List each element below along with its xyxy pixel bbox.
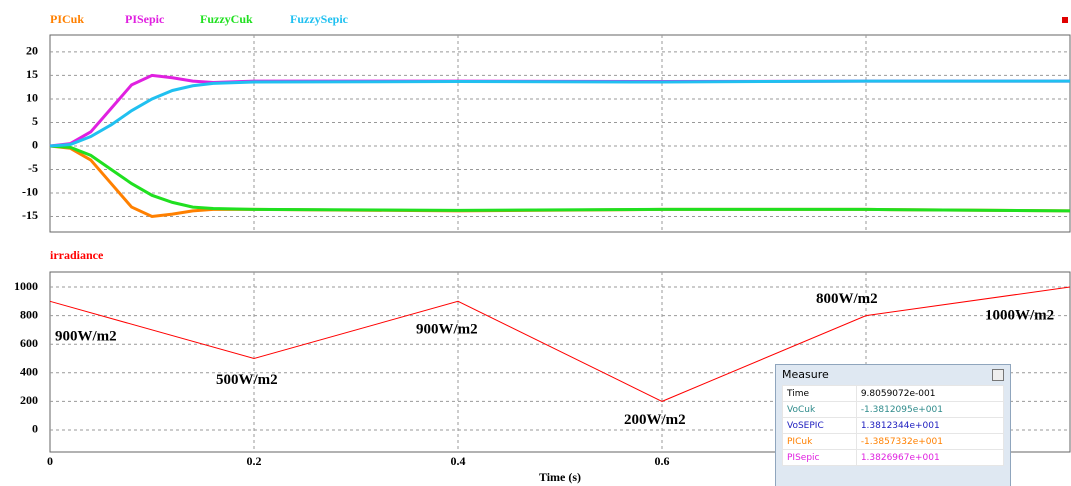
- annotation: 200W/m2: [624, 412, 686, 428]
- measure-label: PISepic: [782, 449, 857, 466]
- x-tick-label: 0: [47, 454, 53, 468]
- measure-label: Time: [782, 385, 857, 402]
- annotation: 1000W/m2: [985, 307, 1054, 323]
- measure-value: -1.3812095e+001: [855, 401, 1005, 418]
- y-tick-label: 800: [20, 307, 38, 321]
- y-tick-label: 600: [20, 336, 38, 350]
- legend-entry: FuzzySepic: [290, 12, 349, 26]
- x-tick-label: 0.6: [655, 454, 670, 468]
- measure-window[interactable]: Measure Time 9.8059072e-001 VoCuk -1.381209…: [775, 364, 1011, 486]
- series-line: [49, 286, 1071, 402]
- measure-label: VoSEPIC: [782, 417, 857, 434]
- measure-value: 1.3826967e+001: [855, 449, 1005, 466]
- x-tick-label: 0.2: [247, 454, 262, 468]
- y-tick-label: 200: [20, 393, 38, 407]
- y-tick-label: 0: [32, 138, 38, 152]
- x-axis-label: Time (s): [539, 470, 581, 484]
- legend-entry: PISepic: [125, 12, 165, 26]
- series-line: [49, 144, 1071, 213]
- annotation: 800W/m2: [816, 291, 878, 307]
- measure-row: Time 9.8059072e-001: [782, 385, 1005, 402]
- measure-row: PICuk -1.3857332e+001: [782, 433, 1005, 450]
- y-tick-label: 10: [26, 91, 38, 105]
- plot-frame: [49, 34, 1071, 233]
- measure-table: Time 9.8059072e-001 VoCuk -1.3812095e+001 Vo…: [782, 385, 1005, 466]
- y-tick-label: -5: [28, 161, 38, 175]
- legend-entry: irradiance: [50, 248, 104, 262]
- marker: [1062, 17, 1068, 23]
- measure-row: VoSEPIC 1.3812344e+001: [782, 417, 1005, 434]
- y-tick-label: -15: [22, 208, 38, 222]
- y-tick-label: 20: [26, 44, 38, 58]
- legend-entry: PICuk: [50, 12, 84, 26]
- measure-row: VoCuk -1.3812095e+001: [782, 401, 1005, 418]
- series-line: [49, 79, 1070, 148]
- measure-title: Measure: [782, 368, 829, 381]
- measure-value: -1.3857332e+001: [855, 433, 1005, 450]
- measure-row: PISepic 1.3826967e+001: [782, 449, 1005, 466]
- measure-label: PICuk: [782, 433, 857, 450]
- plot-frame: [49, 271, 1071, 453]
- y-tick-label: -10: [22, 185, 38, 199]
- y-tick-label: 5: [32, 114, 38, 128]
- y-tick-label: 15: [26, 67, 38, 81]
- annotation: 900W/m2: [416, 322, 478, 338]
- annotation: 500W/m2: [216, 372, 278, 388]
- measure-label: VoCuk: [782, 401, 857, 418]
- y-tick-label: 1000: [14, 279, 38, 293]
- measure-value: 9.8059072e-001: [855, 385, 1005, 402]
- series-line: [49, 144, 1071, 219]
- y-tick-label: 0: [32, 422, 38, 436]
- measure-value: 1.3812344e+001: [855, 417, 1005, 434]
- x-tick-label: 0.4: [451, 454, 466, 468]
- y-tick-label: 400: [20, 365, 38, 379]
- close-button[interactable]: [992, 369, 1004, 381]
- legend-entry: FuzzyCuk: [200, 12, 253, 26]
- annotation: 900W/m2: [55, 329, 117, 345]
